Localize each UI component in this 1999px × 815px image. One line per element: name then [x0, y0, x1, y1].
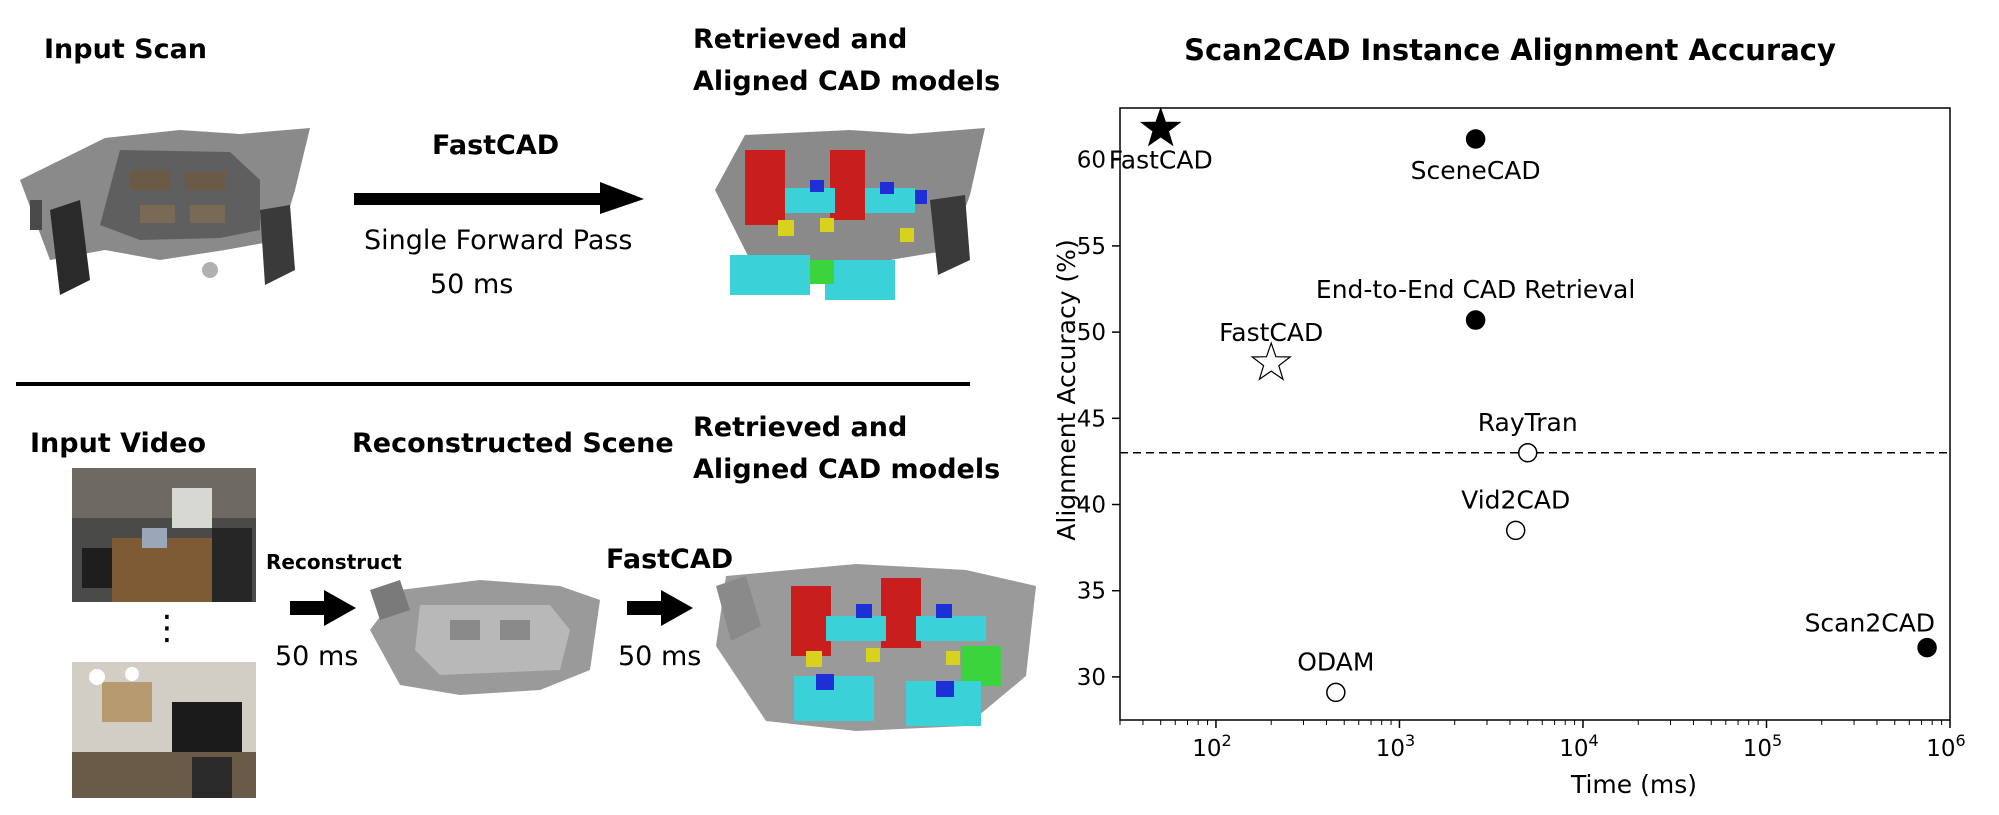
x-tick-label: 103	[1376, 731, 1415, 762]
bottom-output-cad-image	[716, 564, 1036, 731]
point-label: ODAM	[1297, 647, 1374, 676]
y-tick-label: 50	[1077, 320, 1106, 346]
point-label: RayTran	[1478, 408, 1578, 437]
top-time-label: 50 ms	[430, 269, 514, 300]
input-scan-image	[20, 128, 310, 295]
top-output-cad-image	[715, 128, 985, 300]
top-method-label: FastCAD	[432, 130, 560, 161]
point-label: End-to-End CAD Retrieval	[1316, 275, 1635, 304]
input-scan-label: Input Scan	[44, 34, 208, 65]
divider	[16, 382, 970, 386]
single-forward-pass-label: Single Forward Pass	[364, 225, 633, 256]
reconstructed-scene-image	[370, 580, 600, 695]
y-tick-label: 60	[1077, 148, 1106, 174]
point-marker	[1465, 129, 1486, 149]
point-marker	[1505, 520, 1526, 541]
point-label: FastCAD	[1109, 146, 1213, 175]
x-tick-label: 102	[1192, 731, 1231, 762]
reconstructed-scene-label: Reconstructed Scene	[352, 428, 674, 459]
x-tick-label: 105	[1743, 731, 1782, 762]
bottom-method-time-label: 50 ms	[618, 641, 702, 672]
bottom-output-label-line1: Retrieved and	[693, 412, 908, 443]
scatter-chart: 30 35 40 45 50 55 60 102 103 104 105 106 FastCAD Scen…	[1052, 106, 1966, 799]
top-output-label-line2: Aligned CAD models	[693, 66, 1001, 97]
point-label: Vid2CAD	[1461, 485, 1570, 514]
point-label: FastCAD	[1219, 318, 1323, 347]
reconstruct-arrow	[290, 590, 356, 626]
bottom-method-arrow	[627, 590, 693, 626]
chart-title: Scan2CAD Instance Alignment Accuracy	[1184, 33, 1836, 67]
plot-frame	[1119, 107, 1951, 721]
point-marker	[1250, 341, 1292, 381]
point-marker	[1326, 682, 1346, 703]
x-tick-label: 106	[1926, 731, 1965, 762]
frames-ellipsis: ⋮	[150, 608, 184, 648]
x-tick-label: 104	[1559, 731, 1598, 762]
y-tick-label: 55	[1077, 234, 1106, 260]
y-tick-label: 30	[1077, 665, 1106, 691]
top-output-label-line1: Retrieved and	[693, 24, 908, 55]
x-axis-label: Time (ms)	[1570, 770, 1697, 799]
video-frame-1	[72, 468, 256, 602]
video-frame-2	[72, 662, 256, 798]
bottom-method-label: FastCAD	[606, 544, 734, 575]
point-marker	[1139, 106, 1182, 147]
reconstruct-label: Reconstruct	[266, 550, 402, 574]
y-tick-label: 45	[1077, 406, 1106, 432]
input-video-label: Input Video	[30, 428, 206, 459]
y-tick-label: 40	[1077, 493, 1106, 519]
point-label: SceneCAD	[1411, 156, 1541, 185]
y-tick-label: 35	[1077, 579, 1106, 605]
point-marker	[1517, 443, 1538, 463]
y-axis-label: Alignment Accuracy (%)	[1052, 239, 1081, 540]
bottom-output-label-line2: Aligned CAD models	[693, 454, 1001, 485]
point-marker	[1917, 637, 1937, 658]
point-marker	[1465, 310, 1486, 330]
point-label: Scan2CAD	[1805, 609, 1936, 638]
top-arrow	[354, 182, 644, 214]
reconstruct-time-label: 50 ms	[275, 641, 359, 672]
